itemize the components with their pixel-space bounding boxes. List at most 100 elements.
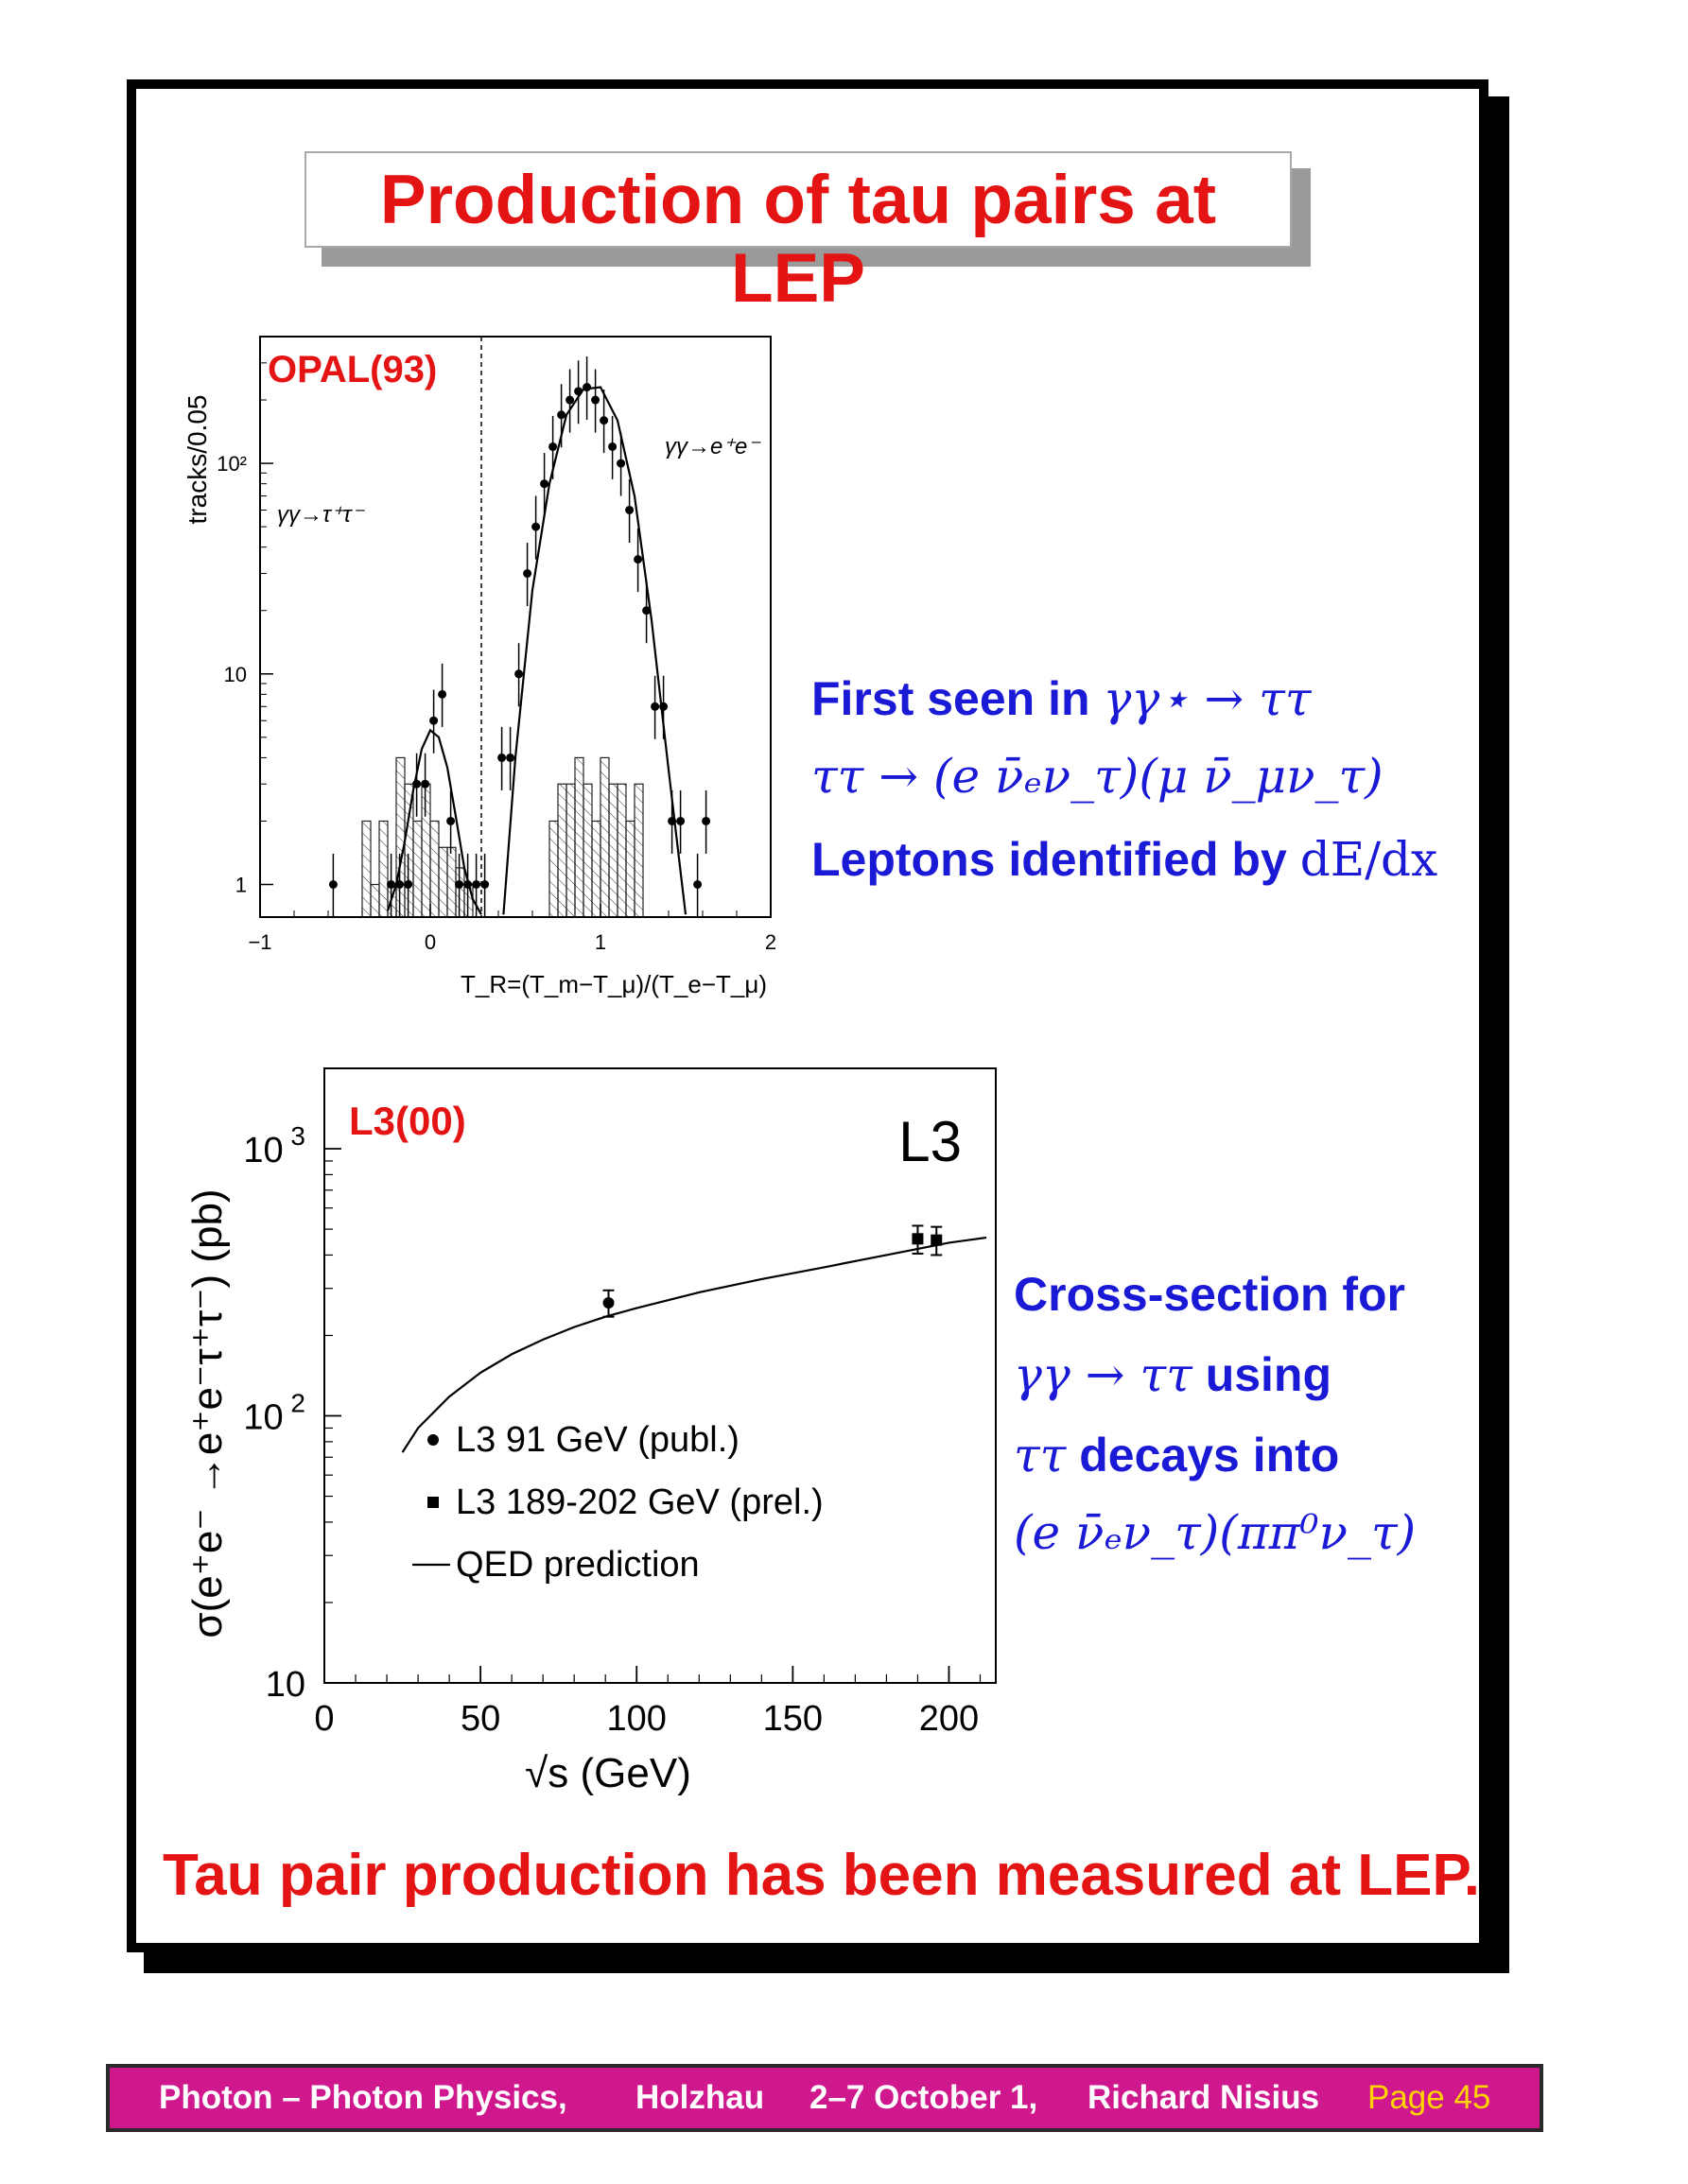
histogram-bar <box>557 783 567 918</box>
data-point <box>480 880 490 890</box>
footer-event: Photon – Photon Physics, <box>159 2079 567 2116</box>
y-tick-label: 10 2 <box>243 1389 305 1438</box>
experiment-label: L3(00) <box>349 1099 466 1143</box>
data-point <box>642 606 652 615</box>
data-point <box>651 702 660 711</box>
annotation-ee: γγ→e⁺e⁻ <box>665 434 761 459</box>
data-point <box>395 880 405 890</box>
footer-date: 2–7 October 1, <box>809 2079 1038 2116</box>
note-gg-tautau-math: γγ → ττ <box>1014 1347 1192 1402</box>
x-tick-label: −1 <box>248 930 271 954</box>
x-tick-label: 150 <box>763 1699 823 1739</box>
data-point <box>617 459 626 468</box>
histogram-bar <box>438 846 448 918</box>
histogram-bar <box>463 883 474 918</box>
experiment-label: OPAL(93) <box>268 349 437 390</box>
data-point <box>463 880 473 890</box>
note-first-seen-math: γγ⋆ → ττ <box>1103 671 1312 726</box>
x-tick-label: 100 <box>607 1699 667 1739</box>
l3-logo: L3 <box>898 1110 962 1173</box>
opal-chart: −1 0 1 2 1 10 10² OPAL(93) T_R=(T_m−T_μ)/(T_e−T_… <box>183 336 776 998</box>
histogram-bar <box>617 783 627 918</box>
y-axis-label: tracks/0.05 <box>183 395 212 525</box>
note-leptons-text: Leptons identified by <box>811 833 1287 886</box>
data-point <box>591 395 600 405</box>
fit-curve <box>502 386 687 915</box>
note-leptons: Leptons identified by dE/dx <box>811 832 1437 887</box>
x-tick-label: 0 <box>425 930 436 954</box>
data-point <box>387 880 396 890</box>
data-point <box>438 689 447 699</box>
data-point <box>668 816 677 825</box>
data-point <box>455 880 464 890</box>
data-point <box>574 387 583 396</box>
plot-frame <box>323 1067 997 1684</box>
note-final-state: (e ν̄ₑν_τ)(ππ⁰ν_τ) <box>1014 1505 1417 1560</box>
x-tick-label: 0 <box>314 1699 334 1739</box>
histogram-bar <box>566 783 576 918</box>
legend-marker-circle <box>427 1434 439 1446</box>
data-point-circle <box>602 1296 615 1309</box>
y-tick-label: 10 <box>224 663 247 686</box>
histogram-bar <box>634 783 644 918</box>
note-first-seen-text: First seen in <box>811 672 1090 725</box>
legend-entry: L3 91 GeV (publ.) <box>456 1420 740 1460</box>
histogram-bar <box>455 867 465 918</box>
data-point-square <box>931 1234 943 1246</box>
data-point <box>600 416 609 425</box>
data-point <box>548 442 558 451</box>
x-axis-label: T_R=(T_m−T_μ)/(T_e−T_μ) <box>461 970 767 998</box>
y-tick-label: 10² <box>217 452 247 476</box>
legend-marker-square <box>427 1497 439 1508</box>
histogram-bar <box>421 783 431 918</box>
histogram-bar <box>591 820 601 918</box>
footer-bar: Photon – Photon Physics, Holzhau 2–7 Oct… <box>106 2064 1543 2132</box>
data-point <box>404 880 413 890</box>
x-tick-label: 2 <box>765 930 776 954</box>
x-axis-label: √s (GeV) <box>525 1750 691 1796</box>
histogram-bar <box>548 820 559 918</box>
data-point <box>429 716 439 725</box>
histogram-bar <box>574 756 584 918</box>
histogram-bar <box>412 820 423 918</box>
slide-title: Production of tau pairs at LEP <box>379 162 1217 317</box>
histogram-bar <box>600 756 610 918</box>
data-point <box>523 569 532 579</box>
histogram-bar <box>361 820 372 918</box>
data-point <box>557 410 566 420</box>
data-point <box>497 753 507 762</box>
legend-entry: L3 189-202 GeV (prel.) <box>456 1482 824 1522</box>
plot-frame <box>259 336 772 918</box>
fit-curve <box>386 728 482 915</box>
histogram-bar <box>378 820 389 918</box>
note-tau-decay: ττ → (e ν̄ₑν_τ)(μ ν̄_μν_τ) <box>811 749 1383 804</box>
histogram-bar <box>370 883 380 918</box>
annotation-tautau: γγ→τ⁺τ⁻ <box>277 502 366 528</box>
note-gg-tautau: γγ → ττ using <box>1014 1347 1331 1402</box>
data-point <box>328 880 338 890</box>
data-point <box>634 555 643 564</box>
histogram-bar <box>625 820 635 918</box>
x-tick-label: 50 <box>461 1699 500 1739</box>
note-cross-section: Cross-section for <box>1014 1268 1405 1321</box>
note-decays: ττ decays into <box>1014 1428 1339 1482</box>
title-box: Production of tau pairs at LEP <box>305 151 1292 317</box>
histogram-bar <box>395 756 406 918</box>
data-point <box>446 816 456 825</box>
data-point-square <box>912 1233 924 1245</box>
slide-frame <box>127 79 1488 1952</box>
data-point <box>531 522 541 531</box>
footer-page: Page 45 <box>1367 2079 1491 2116</box>
histogram-bar <box>429 820 440 918</box>
y-tick-label: 10 3 <box>243 1121 305 1170</box>
data-point <box>676 816 686 825</box>
data-point <box>583 383 592 392</box>
data-point <box>625 505 635 514</box>
data-point <box>566 395 575 405</box>
note-decays-math: ττ <box>1014 1428 1067 1482</box>
x-tick-label: 200 <box>919 1699 979 1739</box>
note-first-seen: First seen in γγ⋆ → ττ <box>811 671 1312 726</box>
legend-entry: QED prediction <box>456 1545 700 1585</box>
y-axis-label: σ(e⁺e⁻ →e⁺e⁻τ⁺τ⁻) (pb) <box>184 1188 231 1638</box>
y-tick-label: 1 <box>235 874 247 897</box>
